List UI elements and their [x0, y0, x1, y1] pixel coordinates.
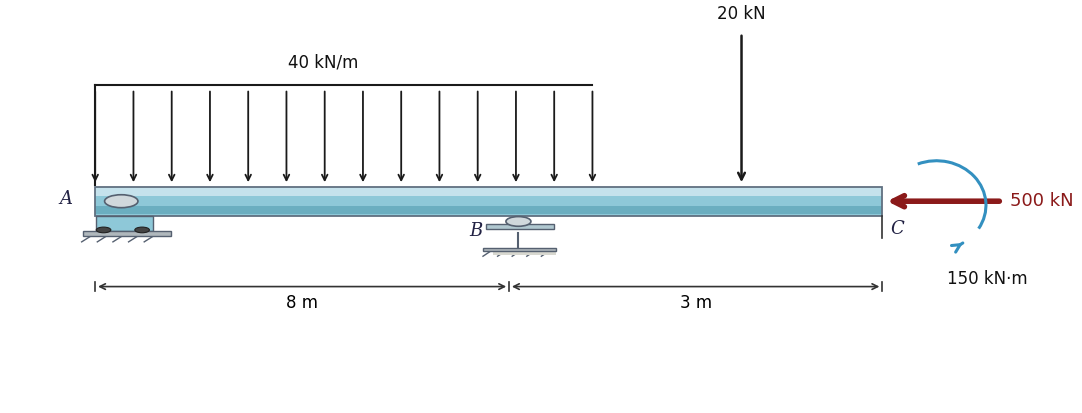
- Bar: [486, 224, 554, 229]
- Bar: [493, 252, 556, 255]
- Text: 500 kN: 500 kN: [1011, 192, 1074, 210]
- Text: 40 kN/m: 40 kN/m: [288, 53, 358, 71]
- Bar: [82, 231, 171, 236]
- Circle shape: [135, 227, 149, 233]
- Polygon shape: [96, 216, 153, 231]
- Text: 3 m: 3 m: [679, 294, 712, 312]
- Text: B: B: [470, 222, 483, 240]
- Text: C: C: [890, 220, 905, 238]
- Text: A: A: [60, 190, 72, 208]
- Circle shape: [506, 216, 531, 226]
- Bar: [95, 187, 882, 216]
- Bar: [95, 187, 882, 216]
- Text: 20 kN: 20 kN: [717, 5, 766, 23]
- Circle shape: [96, 227, 110, 233]
- Bar: [95, 206, 882, 214]
- Bar: [95, 187, 882, 195]
- Circle shape: [105, 195, 137, 208]
- Text: 8 m: 8 m: [286, 294, 318, 312]
- Text: 150 kN·m: 150 kN·m: [947, 270, 1028, 288]
- Bar: [483, 248, 556, 252]
- Bar: [82, 233, 171, 236]
